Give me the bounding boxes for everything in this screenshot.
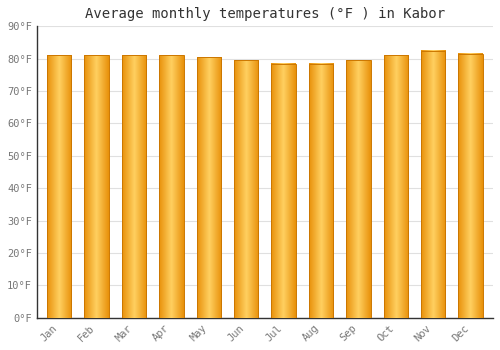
Bar bbox=[346, 60, 370, 318]
Bar bbox=[160, 55, 184, 318]
Bar bbox=[272, 64, 296, 318]
Bar bbox=[421, 51, 446, 318]
Bar bbox=[196, 57, 221, 318]
Bar bbox=[234, 60, 258, 318]
Bar bbox=[384, 55, 408, 318]
Bar bbox=[122, 55, 146, 318]
Bar bbox=[309, 64, 333, 318]
Bar bbox=[458, 54, 483, 318]
Title: Average monthly temperatures (°F ) in Kabor: Average monthly temperatures (°F ) in Ka… bbox=[85, 7, 445, 21]
Bar bbox=[84, 55, 109, 318]
Bar bbox=[47, 55, 72, 318]
